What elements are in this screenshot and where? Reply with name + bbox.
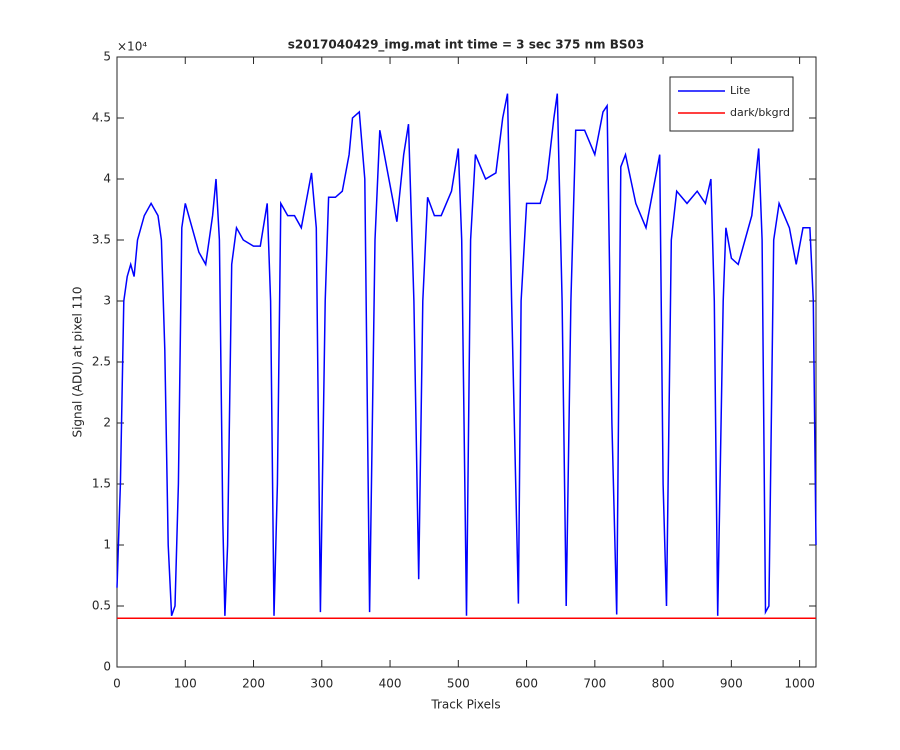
legend-box [669, 76, 794, 132]
y-axis-label: Signal (ADU) at pixel 110 [71, 286, 85, 437]
x-tick-label: 0 [113, 677, 121, 691]
x-tick-label: 900 [720, 677, 743, 691]
y-tick-label: 2 [103, 416, 111, 430]
y-tick-label: 0.5 [92, 599, 111, 613]
x-tick-label: 400 [379, 677, 402, 691]
x-tick-label: 200 [242, 677, 265, 691]
legend-label: Lite [730, 84, 750, 97]
y-tick-label: 5 [103, 50, 111, 64]
x-tick-label: 800 [652, 677, 675, 691]
y-tick-label: 3 [103, 294, 111, 308]
y-tick-label: 0 [103, 660, 111, 674]
y-tick-label: 1.5 [92, 477, 111, 491]
x-tick-label: 1000 [784, 677, 815, 691]
y-tick-label: 2.5 [92, 355, 111, 369]
x-tick-label: 500 [447, 677, 470, 691]
x-tick-label: 300 [310, 677, 333, 691]
y-tick-label: 4.5 [92, 111, 111, 125]
data-line [116, 93, 817, 617]
y-tick-label: 4 [103, 172, 111, 186]
chart-title: s2017040429_img.mat int time = 3 sec 375… [288, 38, 644, 53]
x-tick-label: 700 [583, 677, 606, 691]
legend-label: dark/bkgrd [730, 106, 790, 119]
x-axis-label: Track Pixels [430, 698, 500, 712]
y-multiplier: ×10⁴ [117, 40, 147, 54]
x-tick-label: 600 [515, 677, 538, 691]
y-tick-label: 3.5 [92, 233, 111, 247]
x-tick-label: 100 [174, 677, 197, 691]
y-tick-label: 1 [103, 538, 111, 552]
